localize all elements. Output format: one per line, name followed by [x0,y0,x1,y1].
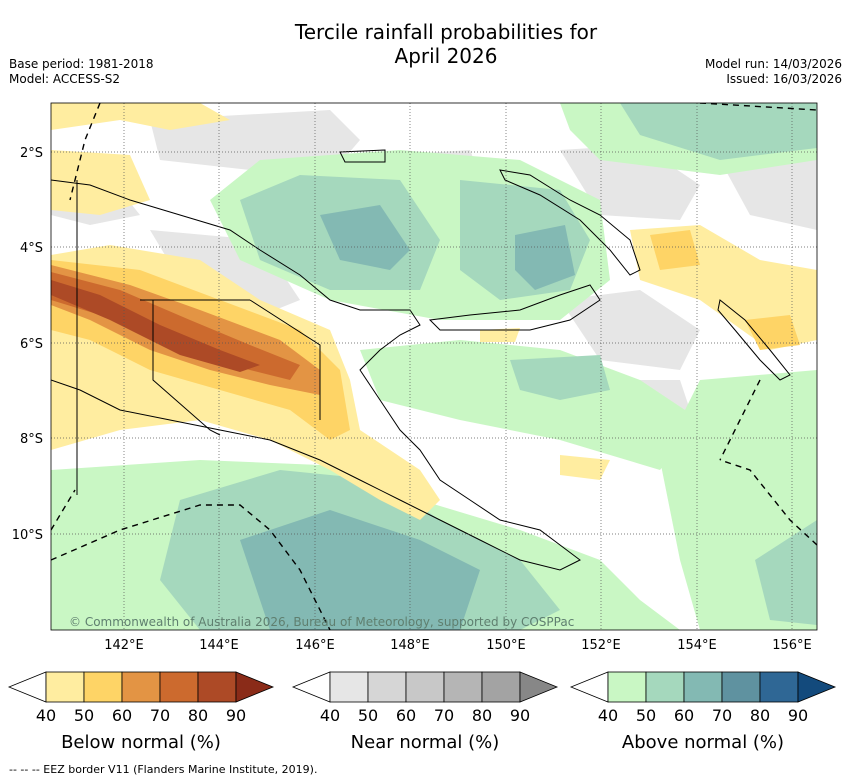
legend-tick: 50 [636,706,656,725]
legend-label: Below normal (%) [61,732,221,753]
lat-axis: 2°S 4°S 6°S 8°S 10°S [12,146,43,543]
legend-swatch [481,671,521,703]
legend-swatch [329,671,369,703]
legend-swatch [721,671,761,703]
lon-label: 148°E [390,638,430,653]
legend-swatch [645,671,685,703]
legend-tick: 60 [112,706,132,725]
map-frame [50,102,818,631]
legend-swatch [683,671,723,703]
legend-tick: 40 [320,706,340,725]
new-ireland-coastline [499,169,641,276]
legend-tick: 80 [188,706,208,725]
lon-label: 154°E [677,638,717,653]
legend-tick: 40 [36,706,56,725]
legend-swatch [759,671,799,703]
title-line-2: April 2026 [394,44,498,68]
lon-label: 144°E [199,638,239,653]
legend-swatch [607,671,647,703]
legend-extend-high [797,671,837,703]
title-line-1: Tercile rainfall probabilities for [294,20,598,44]
meta-right: Model run: 14/03/2026 Issued: 16/03/2026 [705,57,842,87]
map-area [51,103,817,630]
model-run: Model run: 14/03/2026 [704,57,842,71]
legend-tick: 40 [598,706,618,725]
legend-extend-low [7,671,47,703]
legend-below-normal: 40 50 60 70 80 90 Below normal (%) [7,671,275,753]
lon-label: 150°E [486,638,526,653]
legend-tick: 90 [510,706,530,725]
legend-tick: 60 [396,706,416,725]
legend-tick: 50 [358,706,378,725]
eez-borders [51,103,817,630]
new-guinea-coastline [51,179,581,571]
legend-tick: 90 [226,706,246,725]
lat-label: 8°S [20,432,43,447]
legend-swatch [159,671,199,703]
model-name: Model: ACCESS-S2 [9,72,121,86]
border-line [76,180,321,495]
legend-tick: 50 [74,706,94,725]
legend-extend-high [519,671,559,703]
legend-label: Above normal (%) [622,732,784,753]
legend-tick: 80 [472,706,492,725]
eez-footnote: -- -- -- EEZ border V11 (Flanders Marine… [9,763,318,776]
base-period: Base period: 1981-2018 [9,57,154,71]
gridlines [51,103,817,630]
legend-tick: 70 [712,706,732,725]
copyright-text: © Commonwealth of Australia 2026, Bureau… [69,615,574,629]
legend-swatch [45,671,85,703]
lon-axis: 142°E 144°E 146°E 148°E 150°E 152°E 154°… [104,638,812,653]
legend-tick: 70 [434,706,454,725]
lon-label: 142°E [104,638,144,653]
legend-swatch [443,671,483,703]
manus-coastline [339,149,386,163]
lat-label: 2°S [20,146,43,161]
legend-tick: 60 [674,706,694,725]
meta-left: Base period: 1981-2018 Model: ACCESS-S2 [9,57,154,87]
legend-tick: 80 [750,706,770,725]
bougainville-coastline [717,299,791,381]
lat-label: 6°S [20,337,43,352]
legend-extend-low [291,671,331,703]
lon-label: 146°E [295,638,335,653]
legend-extend-low [569,671,609,703]
legend-tick: 90 [788,706,808,725]
lat-label: 4°S [20,241,43,256]
legend-tick: 70 [150,706,170,725]
lat-label: 10°S [12,528,43,543]
legend-swatch [121,671,161,703]
lon-label: 152°E [581,638,621,653]
legend-near-normal: 40 50 60 70 80 90 Near normal (%) [291,671,559,753]
legend-swatch [405,671,445,703]
legend-extend-high [235,671,275,703]
legend-swatch [367,671,407,703]
issued-date: Issued: 16/03/2026 [726,72,842,86]
lon-label: 156°E [772,638,812,653]
legend-label: Near normal (%) [351,732,500,753]
map-title: Tercile rainfall probabilities for April… [0,20,850,68]
legend-swatch [83,671,123,703]
new-britain-coastline [428,284,601,331]
legend-swatch [197,671,237,703]
